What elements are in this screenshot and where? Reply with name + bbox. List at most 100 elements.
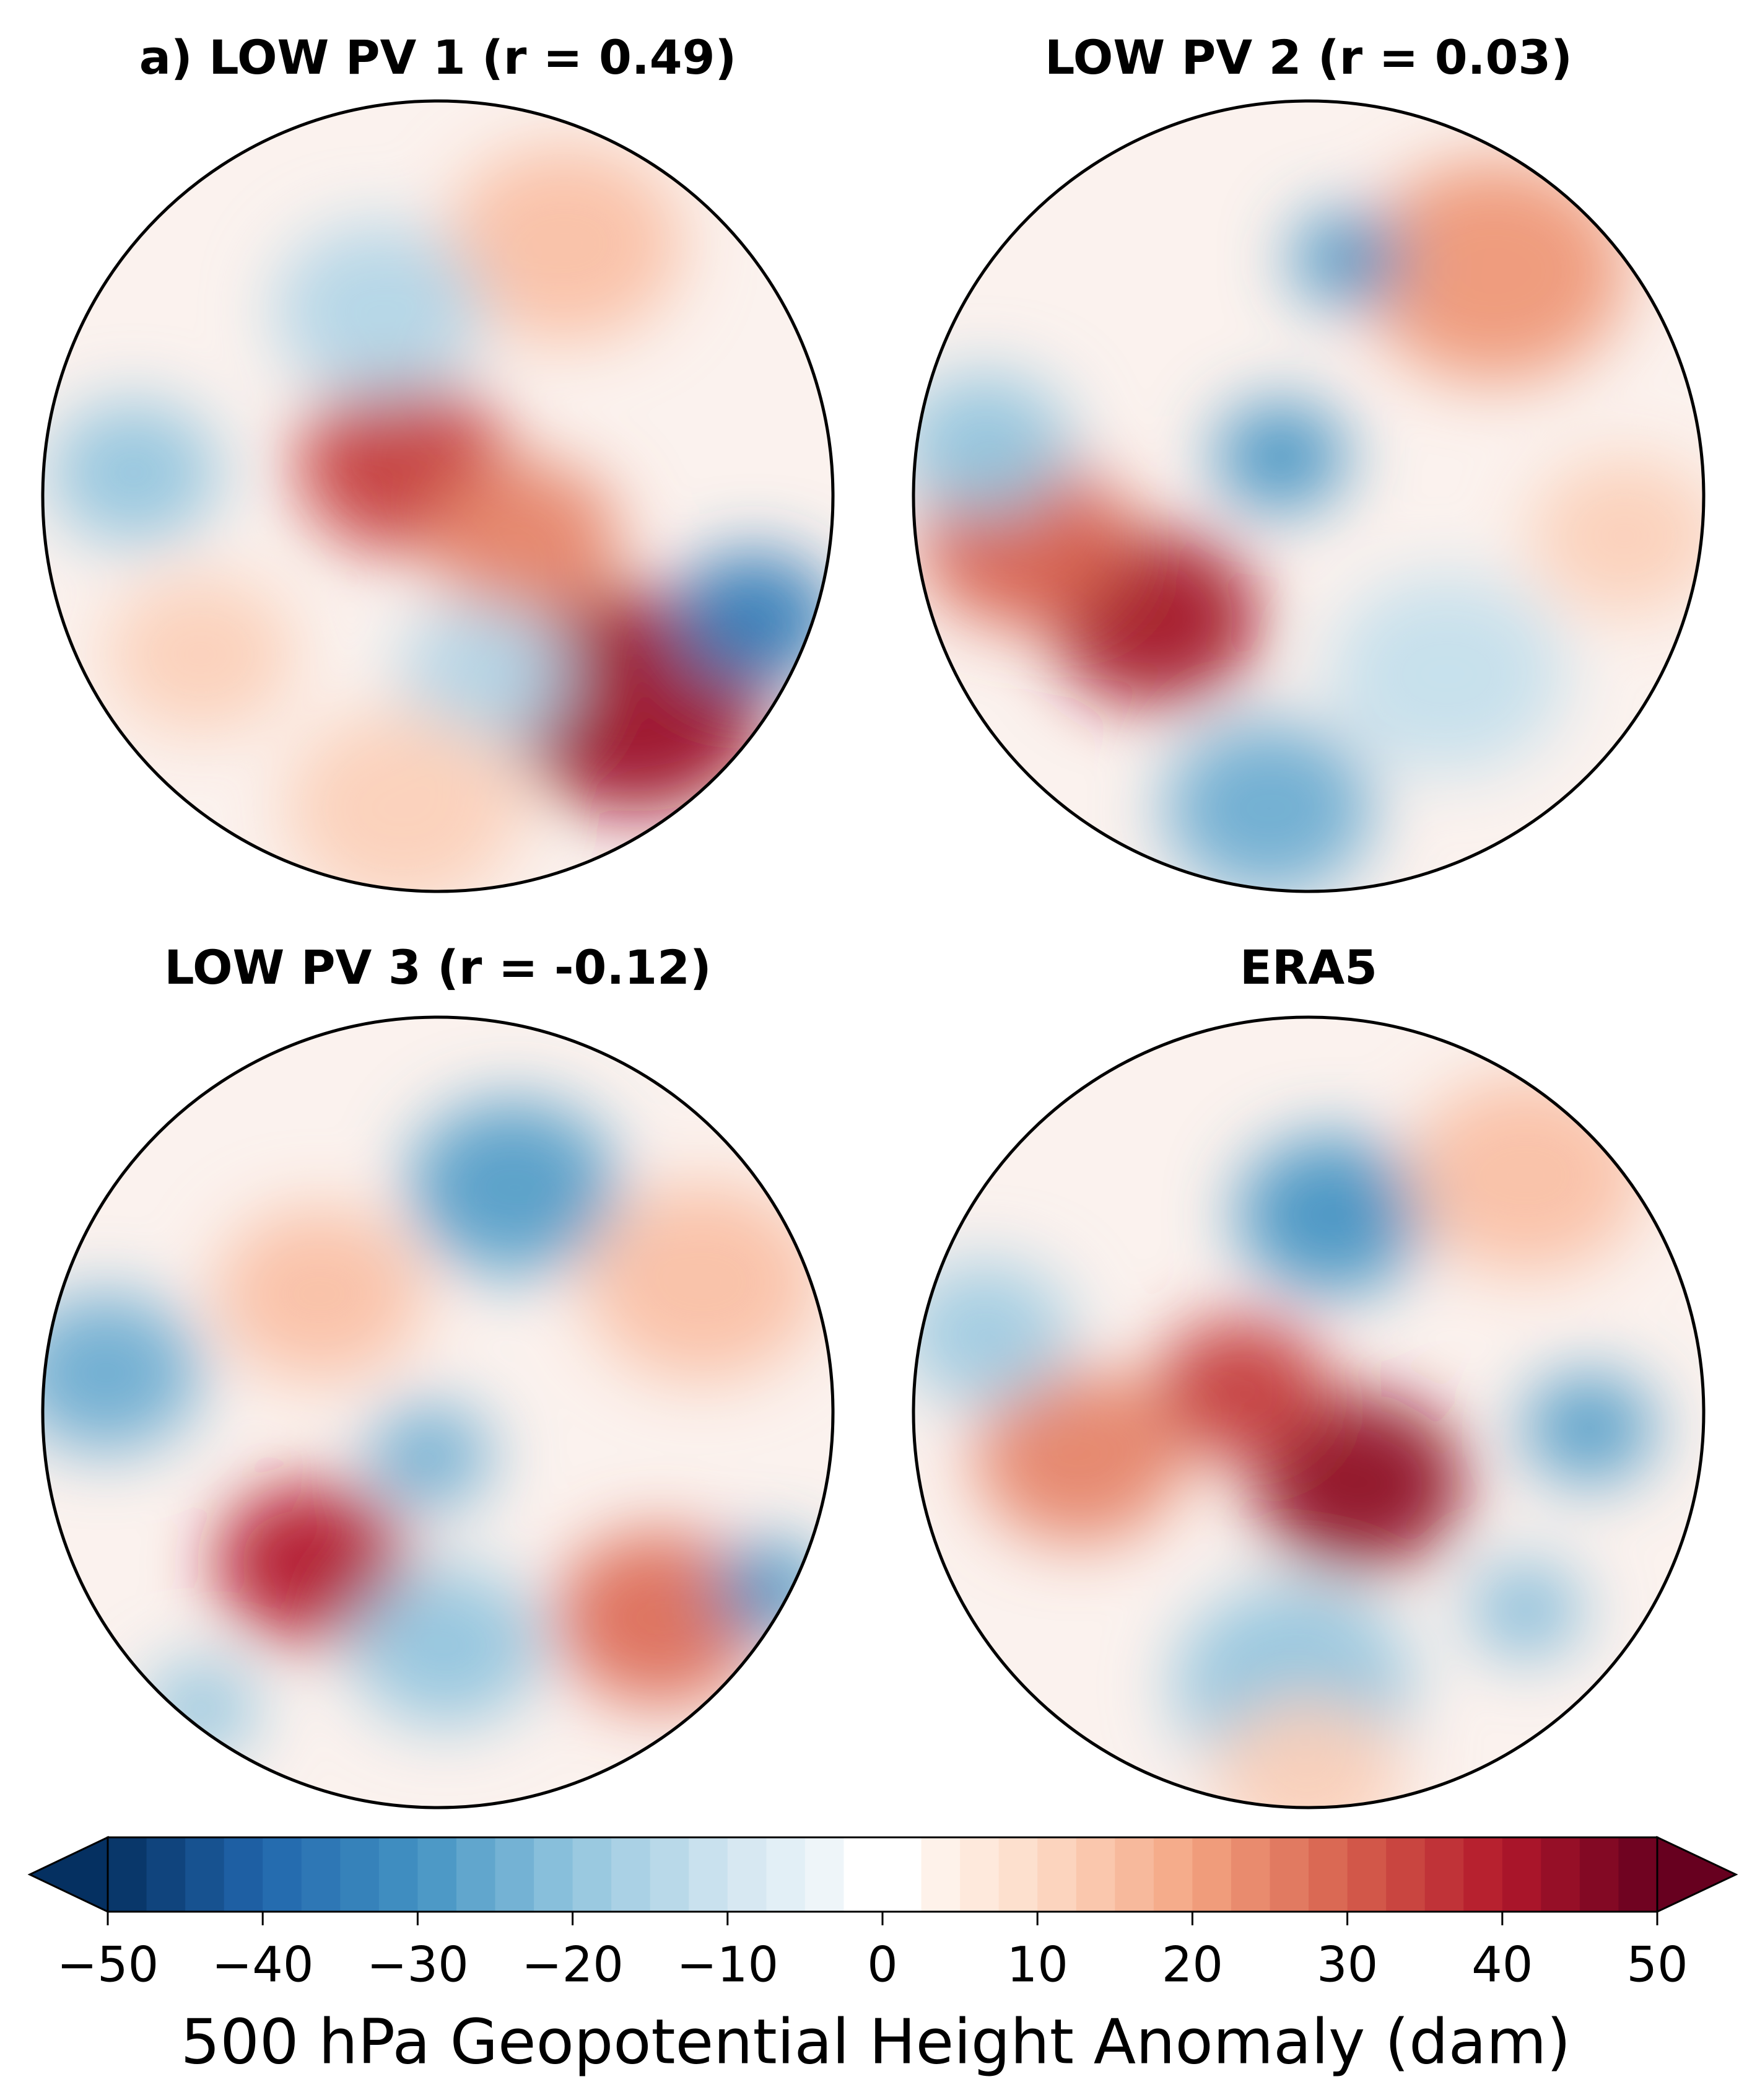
anomaly-blob: [351, 1566, 541, 1725]
colorbar-extend-high: [1656, 1835, 1738, 1914]
colorbar-segment: [495, 1837, 534, 1912]
anomaly-field: [913, 160, 1704, 891]
colorbar-segment: [1424, 1837, 1464, 1912]
colorbar-segment: [1541, 1837, 1580, 1912]
anomaly-blob: [1469, 1562, 1583, 1658]
colorbar-segment: [534, 1837, 573, 1912]
colorbar-segment: [1579, 1837, 1619, 1912]
colorbar-tick-label: −10: [676, 1937, 778, 1993]
colorbar-tick-label: 30: [1317, 1937, 1378, 1993]
colorbar-segment: [921, 1837, 961, 1912]
colorbar-extend-low: [27, 1835, 109, 1914]
anomaly-field: [48, 144, 833, 891]
colorbar-segment: [224, 1837, 263, 1912]
anomaly-blob: [1522, 1373, 1656, 1484]
colorbar-segment: [1153, 1837, 1193, 1912]
colorbar-label: 500 hPa Geopotential Height Anomaly (dam…: [181, 2005, 1571, 2078]
colorbar-segment: [804, 1837, 845, 1912]
anomaly-blob: [1237, 1135, 1427, 1294]
colorbar-segment: [417, 1837, 457, 1912]
anomaly-blob: [445, 144, 683, 343]
colorbar-segment: [998, 1837, 1038, 1912]
anomaly-blob: [408, 1100, 617, 1274]
anomaly-blob: [584, 1183, 821, 1381]
map-border: [41, 99, 835, 893]
colorbar-tick-label: 10: [1007, 1937, 1068, 1993]
colorbar-segment: [766, 1837, 806, 1912]
panel-title: LOW PV 2 (r = 0.03): [1045, 30, 1572, 85]
anomaly-blob: [430, 460, 620, 619]
anomaly-blob: [713, 1542, 827, 1638]
colorbar-segment: [1386, 1837, 1426, 1912]
colorbar-tick-label: −40: [212, 1937, 314, 1993]
anomaly-blob: [554, 1531, 764, 1705]
anomaly-blob: [913, 1262, 1070, 1405]
anomaly-blob: [43, 1293, 201, 1452]
anomaly-blob: [274, 223, 483, 398]
colorbar-tick-label: 20: [1162, 1937, 1223, 1993]
colorbar-segment: [1463, 1837, 1503, 1912]
anomaly-blob: [284, 709, 521, 891]
map-border: [912, 99, 1706, 893]
map: [43, 101, 833, 891]
panel-title: ERA5: [1240, 940, 1377, 995]
anomaly-blob: [1156, 1317, 1327, 1460]
colorbar-segment: [185, 1837, 225, 1912]
anomaly-blob: [1328, 575, 1566, 773]
colorbar-segment: [1618, 1837, 1658, 1912]
colorbar-segment: [1309, 1837, 1348, 1912]
anomaly-blob: [1255, 1396, 1465, 1571]
colorbar-tick-label: 40: [1471, 1937, 1533, 1993]
colorbar-segment: [960, 1837, 1000, 1912]
anomaly-blob: [975, 1368, 1184, 1543]
colorbar-segment: [340, 1837, 380, 1912]
colorbar-tick-label: −30: [367, 1937, 469, 1993]
map: [43, 1017, 833, 1808]
anomaly-blob: [106, 575, 296, 733]
map-border: [41, 1015, 835, 1809]
colorbar-segment: [611, 1837, 651, 1912]
anomaly-blob: [215, 1207, 424, 1381]
panel-title: LOW PV 3 (r = -0.12): [164, 940, 712, 995]
anomaly-blob: [1164, 721, 1374, 891]
colorbar-segment: [263, 1837, 302, 1912]
anomaly-blob: [1214, 401, 1348, 512]
anomaly-blob: [48, 401, 219, 544]
colorbar-segment: [1192, 1837, 1232, 1912]
colorbar-segment: [572, 1837, 612, 1912]
anomaly-field: [43, 1100, 827, 1757]
colorbar-segment: [378, 1837, 418, 1912]
anomaly-blob: [913, 374, 1070, 516]
map-border: [912, 1015, 1706, 1809]
colorbar-segment: [456, 1837, 496, 1912]
anomaly-blob: [673, 551, 833, 686]
colorbar-segment: [1037, 1837, 1077, 1912]
colorbar-segment: [108, 1837, 147, 1912]
colorbar-segment: [843, 1837, 883, 1912]
colorbar-segment: [1270, 1837, 1309, 1912]
colorbar-segment: [727, 1837, 767, 1912]
anomaly-blob: [1291, 211, 1405, 307]
anomaly-blob: [1530, 457, 1704, 615]
colorbar-segment: [1502, 1837, 1541, 1912]
colorbar-tick-label: −20: [521, 1937, 624, 1993]
map: [913, 101, 1704, 891]
colorbar-segment: [689, 1837, 728, 1912]
anomaly-blob: [216, 1483, 406, 1642]
colorbar-segment: [1076, 1837, 1115, 1912]
anomaly-blob: [1407, 1076, 1645, 1274]
anomaly-blob: [368, 1404, 492, 1508]
colorbar-segment: [1347, 1837, 1387, 1912]
colorbar-tick-label: −50: [57, 1937, 159, 1993]
colorbar-segment: [146, 1837, 186, 1912]
colorbar-segment: [650, 1837, 689, 1912]
colorbar-segment: [1115, 1837, 1154, 1912]
panel-title: a) LOW PV 1 (r = 0.49): [139, 30, 736, 85]
anomaly-blob: [144, 1661, 258, 1757]
colorbar-segment: [1231, 1837, 1271, 1912]
anomaly-blob: [399, 603, 571, 745]
colorbar-tick-label: 50: [1626, 1937, 1688, 1993]
colorbar-segment: [301, 1837, 341, 1912]
